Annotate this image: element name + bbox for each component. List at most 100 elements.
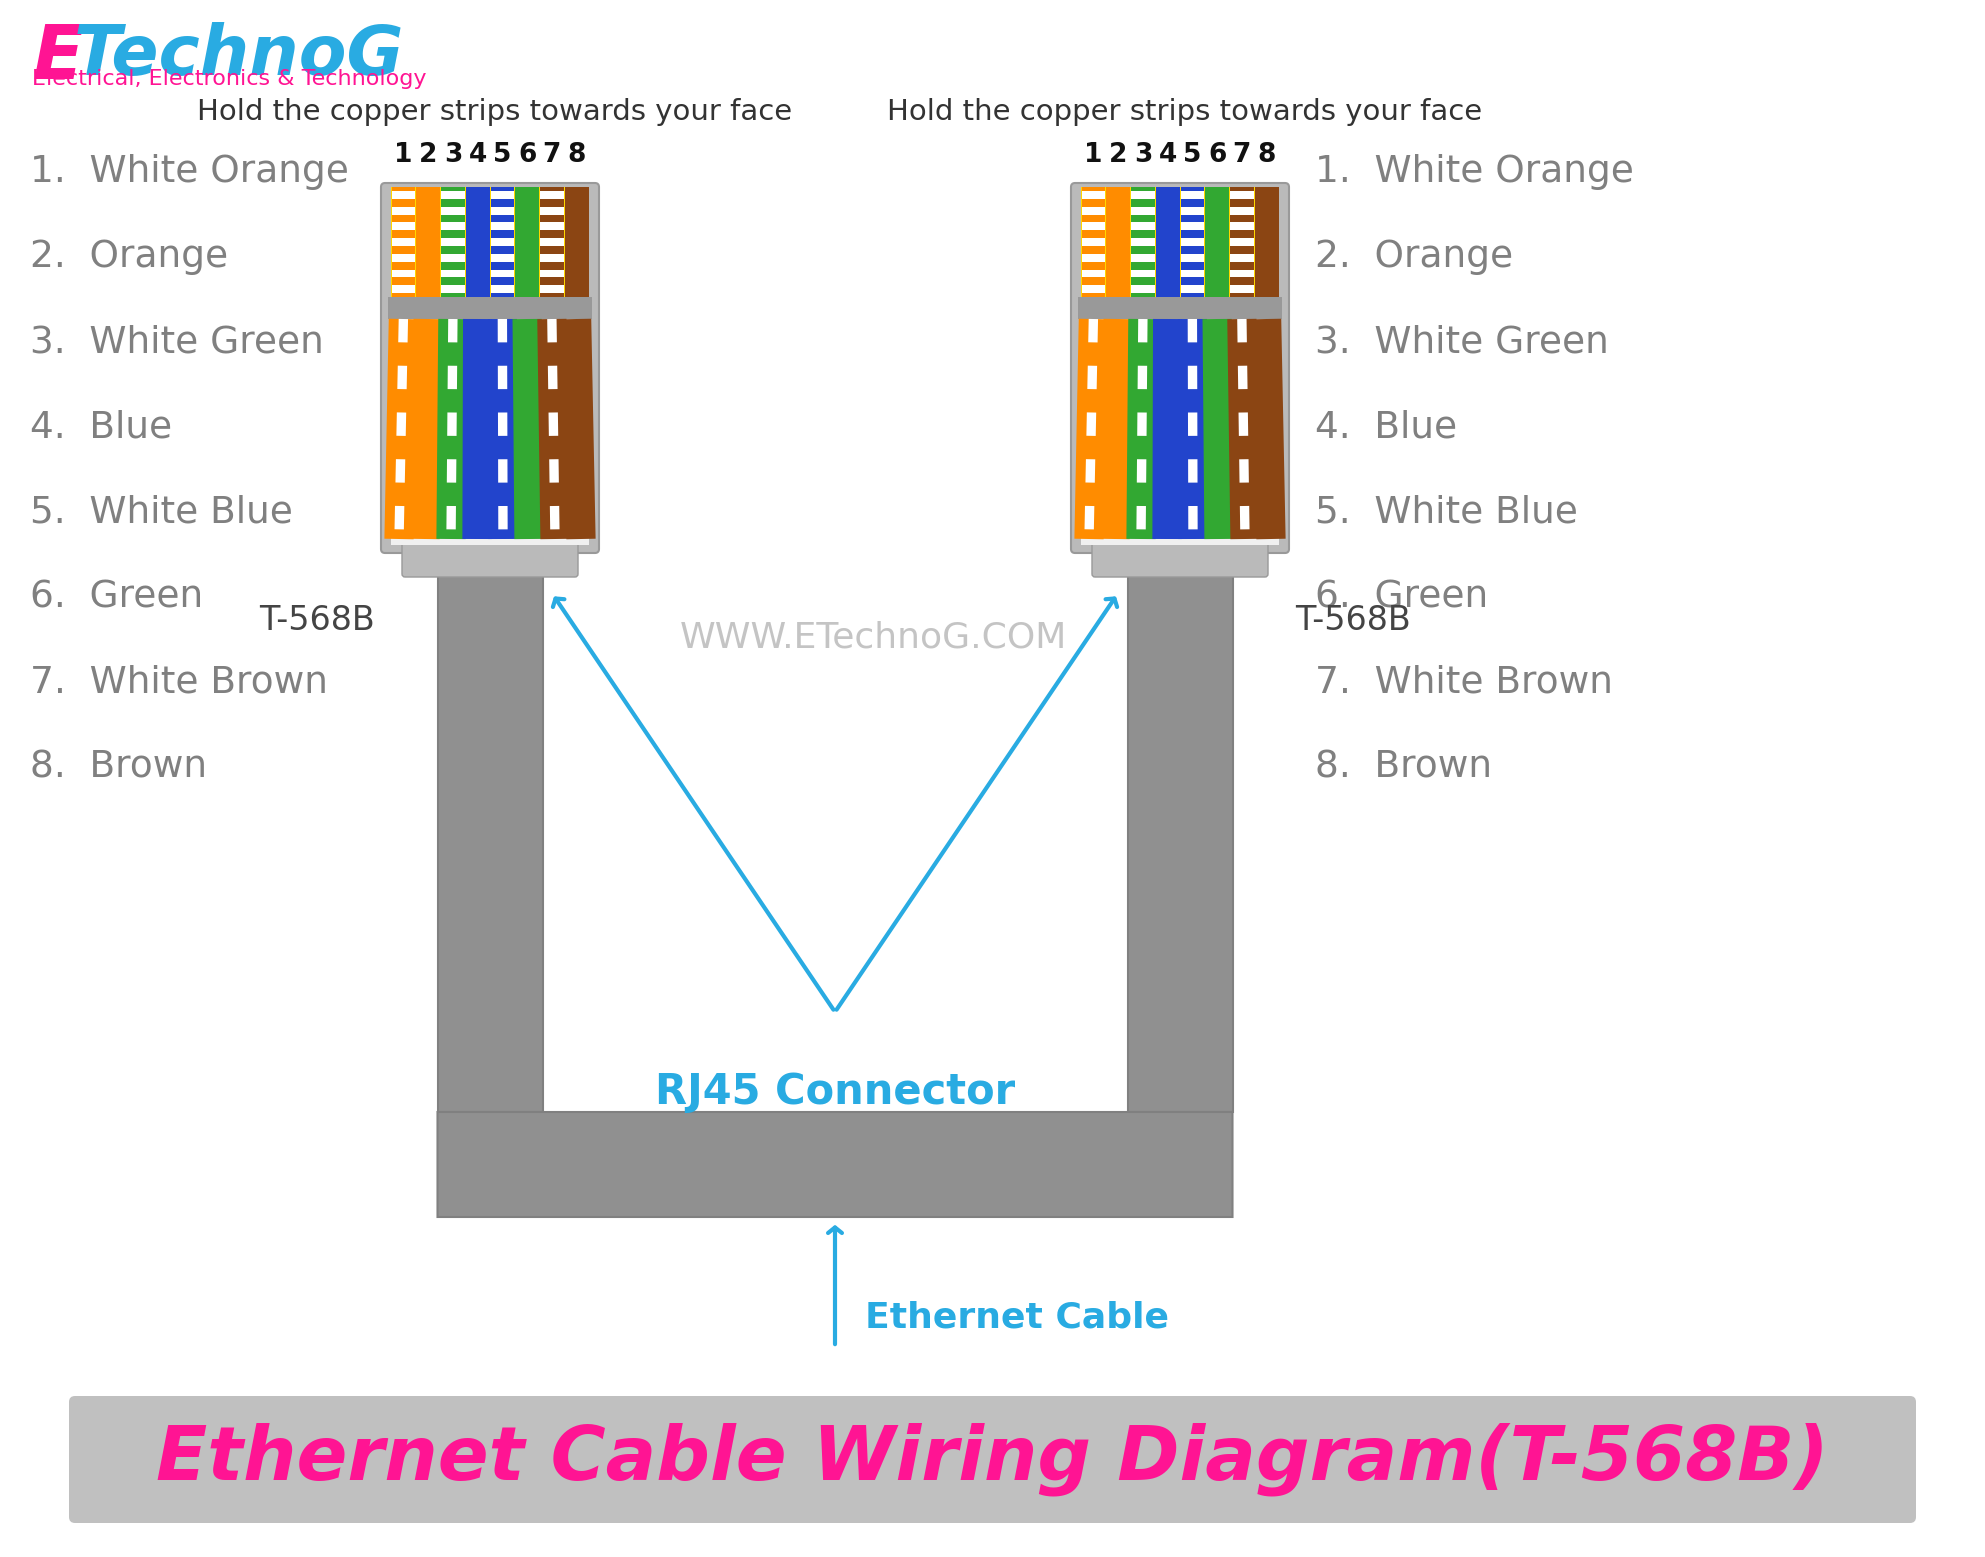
Bar xyxy=(1181,187,1205,297)
Text: 3.  White Green: 3. White Green xyxy=(1314,324,1608,360)
Text: 5.  White Blue: 5. White Blue xyxy=(1314,494,1578,529)
Bar xyxy=(387,297,592,319)
Bar xyxy=(540,223,564,230)
Bar xyxy=(490,187,514,297)
Bar xyxy=(490,254,514,262)
Text: 2.  Orange: 2. Orange xyxy=(1314,240,1513,276)
FancyBboxPatch shape xyxy=(403,540,578,578)
Text: 1: 1 xyxy=(395,142,413,168)
Text: 8: 8 xyxy=(568,142,586,168)
Text: Hold the copper strips towards your face: Hold the copper strips towards your face xyxy=(197,98,792,126)
Text: 6.  Green: 6. Green xyxy=(1314,579,1489,615)
Bar xyxy=(490,285,514,293)
Bar xyxy=(490,223,514,230)
Bar xyxy=(1106,187,1129,297)
Text: 8.  Brown: 8. Brown xyxy=(1314,749,1493,785)
Text: WWW.ETechnoG.COM: WWW.ETechnoG.COM xyxy=(681,620,1068,654)
Bar xyxy=(540,192,564,199)
Bar xyxy=(490,269,514,277)
Bar xyxy=(1082,187,1278,297)
Bar xyxy=(540,285,564,293)
Bar xyxy=(391,254,415,262)
Bar xyxy=(516,187,540,297)
Bar xyxy=(1181,269,1205,277)
Bar xyxy=(1082,192,1106,199)
Bar xyxy=(391,238,415,246)
Text: Ethernet Cable Wiring Diagram(T-568B): Ethernet Cable Wiring Diagram(T-568B) xyxy=(155,1423,1828,1496)
Bar xyxy=(391,207,415,215)
Bar xyxy=(540,238,564,246)
Bar xyxy=(1181,223,1205,230)
Bar xyxy=(391,187,590,297)
Bar xyxy=(466,187,490,297)
Bar xyxy=(1231,285,1255,293)
Text: 1.  White Orange: 1. White Orange xyxy=(30,154,349,190)
Bar xyxy=(540,187,564,297)
Bar xyxy=(1082,207,1106,215)
Text: 3: 3 xyxy=(1133,142,1151,168)
Text: RJ45 Connector: RJ45 Connector xyxy=(655,1071,1014,1113)
Bar xyxy=(1131,238,1155,246)
Bar xyxy=(441,187,464,297)
Bar xyxy=(1231,192,1255,199)
Bar xyxy=(441,223,464,230)
Bar xyxy=(1127,575,1233,1112)
Text: 4: 4 xyxy=(468,142,486,168)
Bar xyxy=(1181,238,1205,246)
Bar xyxy=(437,575,542,1112)
Bar xyxy=(1078,297,1282,319)
Bar xyxy=(1082,285,1106,293)
Text: T-568B: T-568B xyxy=(260,604,375,637)
Bar xyxy=(417,187,441,297)
Bar xyxy=(1205,187,1229,297)
Bar xyxy=(490,238,514,246)
Text: 7: 7 xyxy=(1233,142,1251,168)
Bar xyxy=(1181,254,1205,262)
Text: 4.  Blue: 4. Blue xyxy=(30,409,173,445)
Bar xyxy=(441,254,464,262)
FancyBboxPatch shape xyxy=(1072,184,1288,553)
Bar xyxy=(1082,187,1106,297)
FancyBboxPatch shape xyxy=(69,1397,1916,1523)
Text: 5: 5 xyxy=(492,142,512,168)
Bar xyxy=(490,207,514,215)
Text: 7: 7 xyxy=(542,142,562,168)
Bar xyxy=(391,319,590,545)
Text: 4.  Blue: 4. Blue xyxy=(1314,409,1457,445)
Text: 3: 3 xyxy=(445,142,463,168)
Text: 8.  Brown: 8. Brown xyxy=(30,749,206,785)
Text: TechnoG: TechnoG xyxy=(73,22,405,89)
Text: Hold the copper strips towards your face: Hold the copper strips towards your face xyxy=(887,98,1483,126)
Bar xyxy=(441,207,464,215)
Bar xyxy=(441,238,464,246)
Bar xyxy=(1131,207,1155,215)
Bar xyxy=(1131,269,1155,277)
Text: 5.  White Blue: 5. White Blue xyxy=(30,494,294,529)
Text: E: E xyxy=(32,22,83,95)
Bar xyxy=(1155,187,1179,297)
Bar xyxy=(1231,269,1255,277)
Bar xyxy=(566,187,588,297)
Bar xyxy=(441,285,464,293)
Bar xyxy=(391,187,415,297)
Bar xyxy=(1231,254,1255,262)
Bar xyxy=(490,192,514,199)
Bar xyxy=(1231,207,1255,215)
Bar xyxy=(1131,285,1155,293)
Bar xyxy=(1181,285,1205,293)
Bar xyxy=(391,192,415,199)
Bar xyxy=(1131,192,1155,199)
Bar xyxy=(441,192,464,199)
Bar xyxy=(391,269,415,277)
Bar xyxy=(1082,254,1106,262)
Bar xyxy=(1231,238,1255,246)
Text: 1.  White Orange: 1. White Orange xyxy=(1314,154,1634,190)
Text: Electrical, Electronics & Technology: Electrical, Electronics & Technology xyxy=(32,69,427,89)
Bar xyxy=(1082,238,1106,246)
Bar xyxy=(1131,187,1155,297)
Bar xyxy=(391,285,415,293)
Text: 3.  White Green: 3. White Green xyxy=(30,324,324,360)
FancyBboxPatch shape xyxy=(437,1112,1233,1218)
Text: 1: 1 xyxy=(1084,142,1102,168)
Text: 2: 2 xyxy=(1110,142,1127,168)
